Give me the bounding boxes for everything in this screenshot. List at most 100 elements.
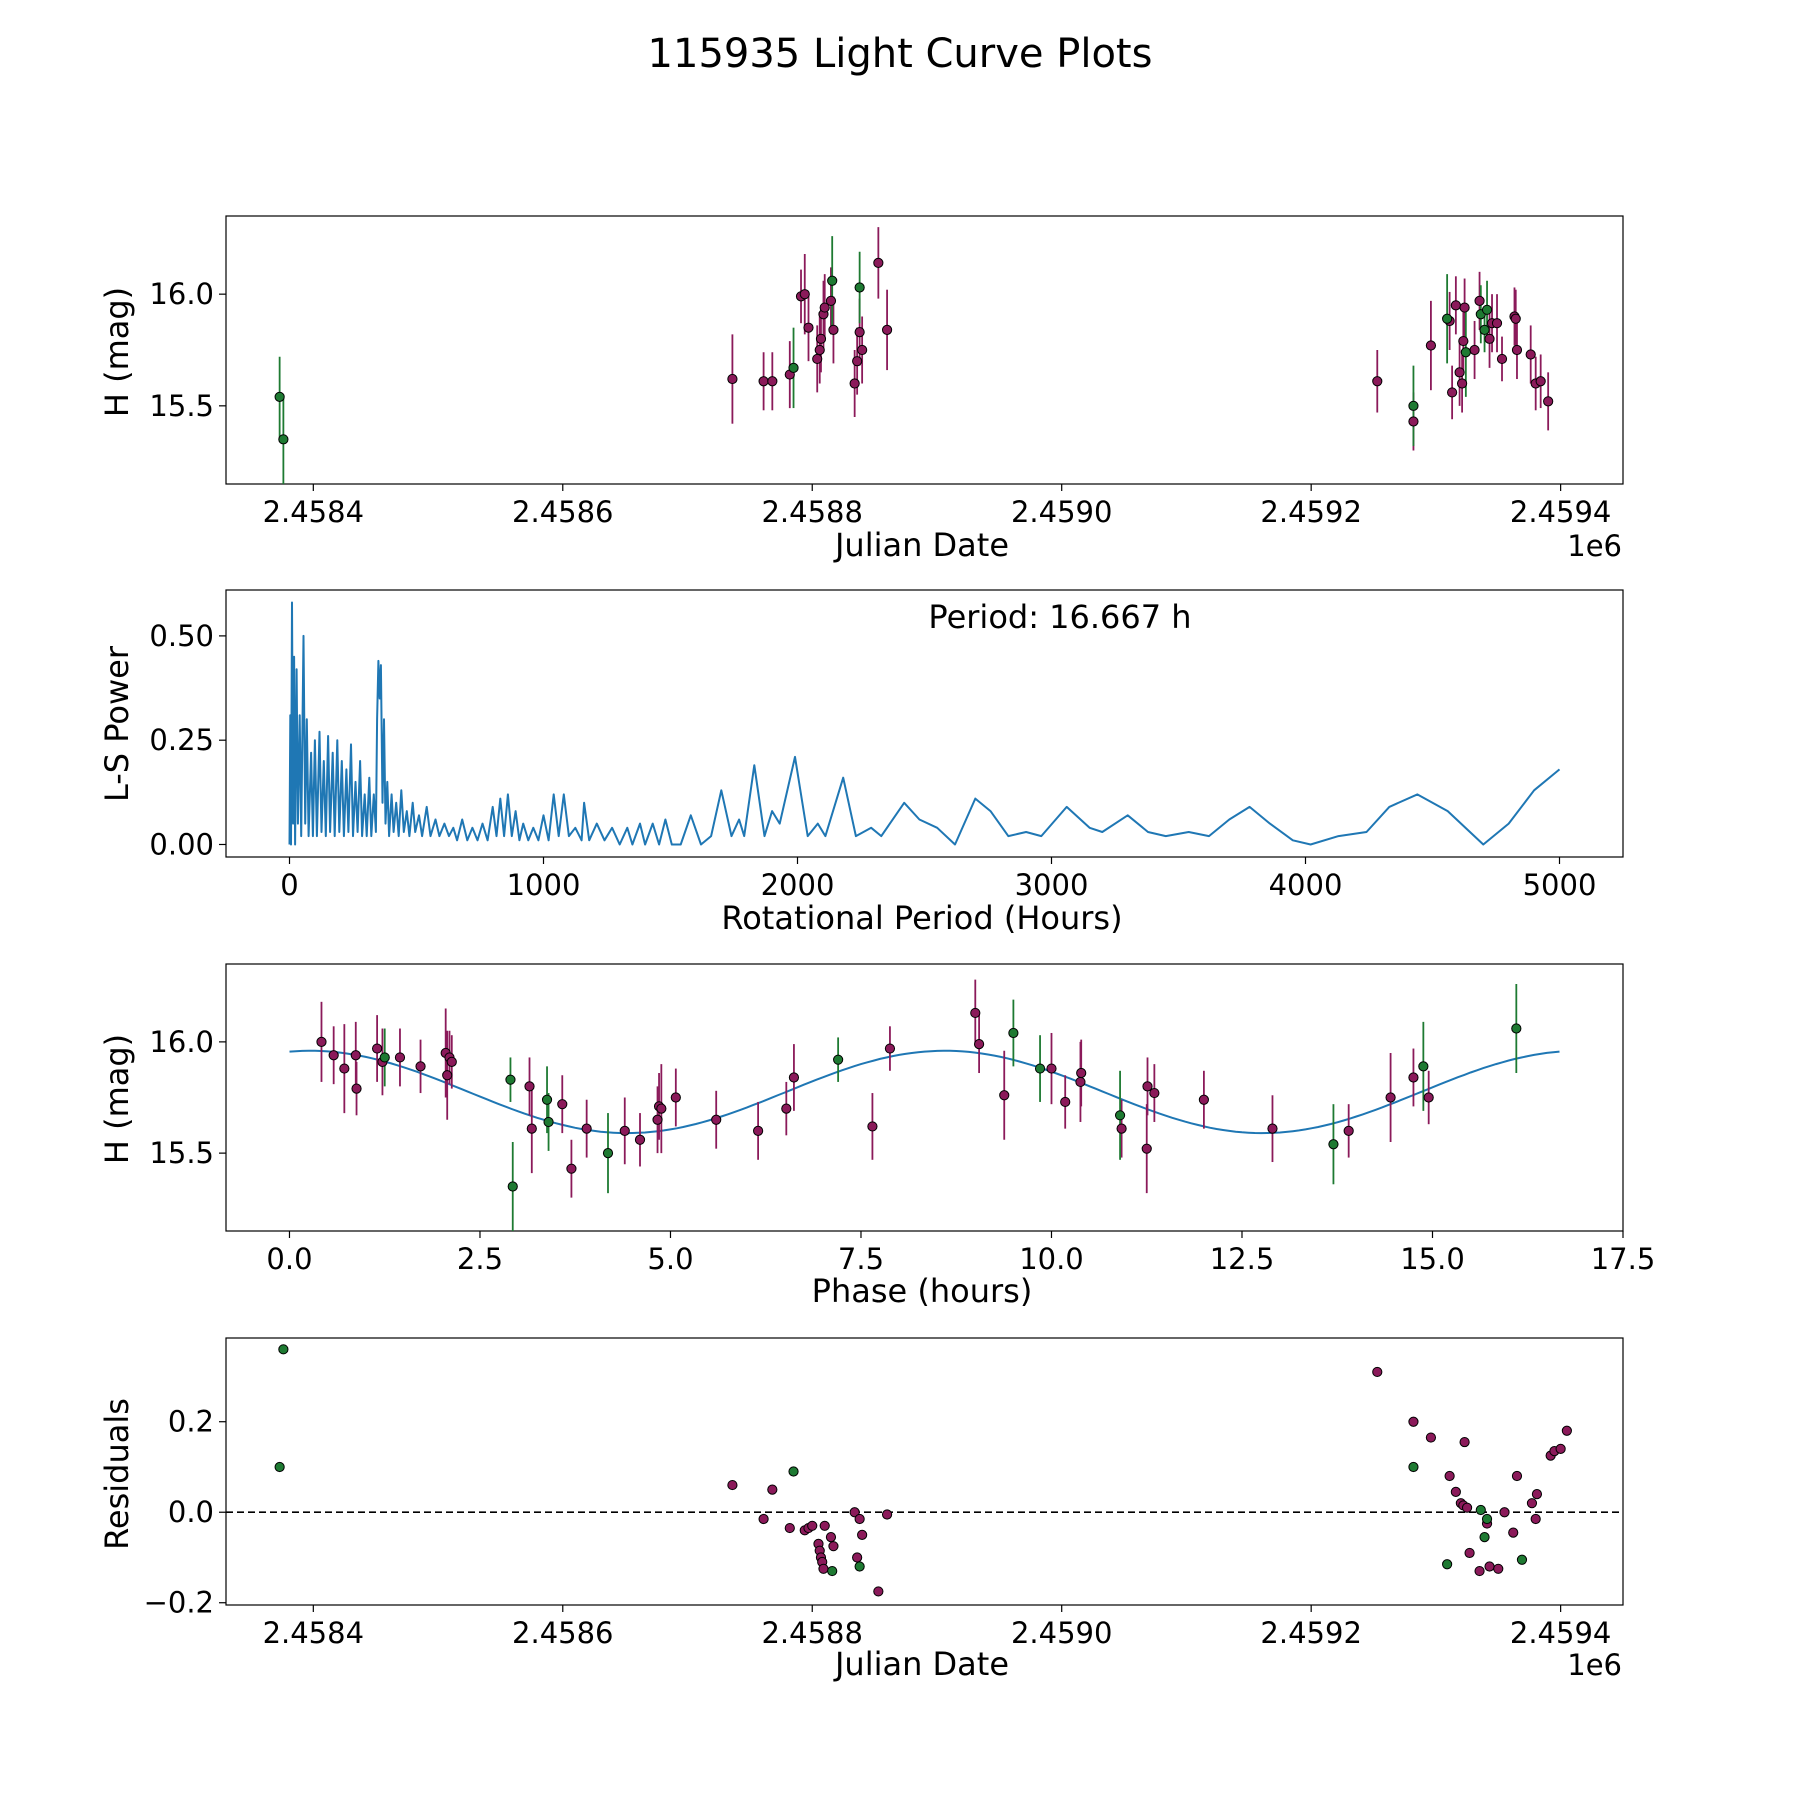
- lightcurve-xtick-label: 2.4586: [512, 495, 613, 529]
- lightcurve-point: [1543, 396, 1554, 407]
- lightcurve-point: [278, 434, 289, 445]
- lightcurve-point: [1425, 340, 1437, 351]
- periodogram-xtick-label: 1000: [507, 868, 581, 902]
- residuals-point: [819, 1520, 830, 1531]
- phased-point: [602, 1148, 614, 1159]
- phased-xtick-label: 0.0: [266, 1242, 312, 1276]
- lightcurve-point: [1372, 376, 1383, 387]
- phased-xtick-label: 7.5: [838, 1242, 884, 1276]
- phased-point: [753, 1125, 764, 1136]
- phased-model-curve: [289, 1049, 1560, 1135]
- residuals-point: [1474, 1565, 1485, 1577]
- phased-point: [526, 1123, 537, 1134]
- phased-point: [1385, 1092, 1396, 1103]
- residuals-point: [1450, 1486, 1461, 1497]
- phased-ytick-label: 16.0: [149, 1025, 214, 1059]
- lightcurve-point: [854, 282, 865, 293]
- lightcurve-point: [812, 353, 823, 365]
- residuals-point: [825, 1532, 837, 1543]
- phased-point: [1114, 1110, 1126, 1121]
- residuals-point: [1464, 1547, 1475, 1559]
- phased-point: [884, 1043, 896, 1054]
- residuals-point: [1499, 1507, 1510, 1518]
- residuals-point: [1475, 1504, 1486, 1516]
- phased-point: [379, 1052, 390, 1063]
- phased-point: [973, 1039, 985, 1050]
- phased-point: [656, 1103, 667, 1114]
- residuals-point: [1561, 1425, 1572, 1436]
- phased-xlabel: Phase (hours): [812, 1272, 1033, 1310]
- residuals-xtick-label: 2.4590: [1011, 1616, 1112, 1650]
- phased-point: [339, 1063, 350, 1074]
- phased-xtick-label: 15.0: [1400, 1242, 1465, 1276]
- lightcurve-point: [1450, 300, 1461, 311]
- lightcurve-point: [727, 373, 738, 385]
- residuals-point: [1408, 1461, 1419, 1473]
- periodogram-xtick-label: 0: [280, 868, 298, 902]
- lightcurve-point: [1479, 324, 1490, 335]
- phased-point: [711, 1114, 722, 1125]
- phased-point: [1034, 1063, 1046, 1074]
- lightcurve-point: [827, 275, 838, 286]
- phased-point: [1198, 1094, 1209, 1105]
- phased-point: [415, 1061, 426, 1072]
- periodogram-xtick-label: 2000: [761, 868, 835, 902]
- lightcurve-point: [767, 376, 778, 387]
- residuals-point: [818, 1563, 829, 1574]
- phased-point: [1076, 1067, 1087, 1079]
- phased-point: [566, 1163, 577, 1174]
- phased-point: [867, 1121, 878, 1132]
- periodogram-xtick-label: 4000: [1269, 868, 1343, 902]
- residuals-point: [1526, 1498, 1538, 1509]
- phased-point: [1511, 1023, 1522, 1034]
- phased-point: [372, 1043, 383, 1054]
- phased-point: [833, 1054, 844, 1065]
- panel-periodogram: L-S Power Rotational Period (Hours) Peri…: [98, 589, 1624, 937]
- residuals-point: [852, 1552, 863, 1563]
- phased-xtick-label: 12.5: [1210, 1242, 1275, 1276]
- residuals-xtick-label: 2.4592: [1260, 1616, 1361, 1650]
- residuals-point: [1425, 1432, 1437, 1443]
- lightcurve-point: [799, 289, 810, 300]
- lightcurve-xtick-label: 2.4588: [761, 495, 862, 529]
- phased-point: [1408, 1072, 1419, 1083]
- residuals-point: [1372, 1366, 1383, 1378]
- residuals-point: [1459, 1436, 1470, 1448]
- lightcurve-point: [274, 391, 285, 402]
- lightcurve-point: [1442, 313, 1453, 324]
- lightcurve-xtick-label: 2.4590: [1011, 495, 1112, 529]
- residuals-point: [881, 1509, 893, 1520]
- residuals-point: [827, 1565, 838, 1577]
- lightcurve-xlabel: Julian Date: [833, 526, 1009, 564]
- lightcurve-point: [1408, 416, 1419, 427]
- residuals-point: [854, 1513, 865, 1525]
- residuals-point: [828, 1541, 839, 1552]
- residuals-xtick-label: 2.4594: [1510, 1616, 1611, 1650]
- residuals-point: [1408, 1416, 1419, 1427]
- residuals-point: [1479, 1532, 1490, 1543]
- phased-point: [1046, 1063, 1057, 1074]
- phased-point: [1075, 1076, 1086, 1088]
- lightcurve-point: [1469, 344, 1480, 356]
- lightcurve-axes-frame: [225, 215, 1624, 485]
- residuals-xtick-label: 2.4584: [263, 1616, 364, 1650]
- lightcurve-point: [825, 295, 837, 306]
- residuals-ytick-label: 0.2: [168, 1405, 214, 1439]
- phased-point: [970, 1007, 981, 1019]
- lightcurve-point: [1510, 313, 1521, 324]
- residuals-point: [807, 1520, 818, 1531]
- lightcurve-ytick-label: 16.0: [149, 277, 214, 311]
- phased-point: [394, 1052, 406, 1063]
- lightcurve-point: [1456, 378, 1468, 389]
- phased-point: [442, 1070, 453, 1081]
- phased-point: [351, 1083, 362, 1094]
- residuals-point: [1511, 1470, 1523, 1482]
- phased-point: [788, 1072, 800, 1083]
- lightcurve-point: [854, 327, 865, 338]
- figure-title: 115935 Light Curve Plots: [648, 31, 1153, 77]
- phased-xtick-label: 5.0: [647, 1242, 693, 1276]
- lightcurve-point: [873, 257, 884, 268]
- lightcurve-ylabel: H (mag): [98, 287, 136, 417]
- residuals-offset-label: 1e6: [1567, 1648, 1622, 1682]
